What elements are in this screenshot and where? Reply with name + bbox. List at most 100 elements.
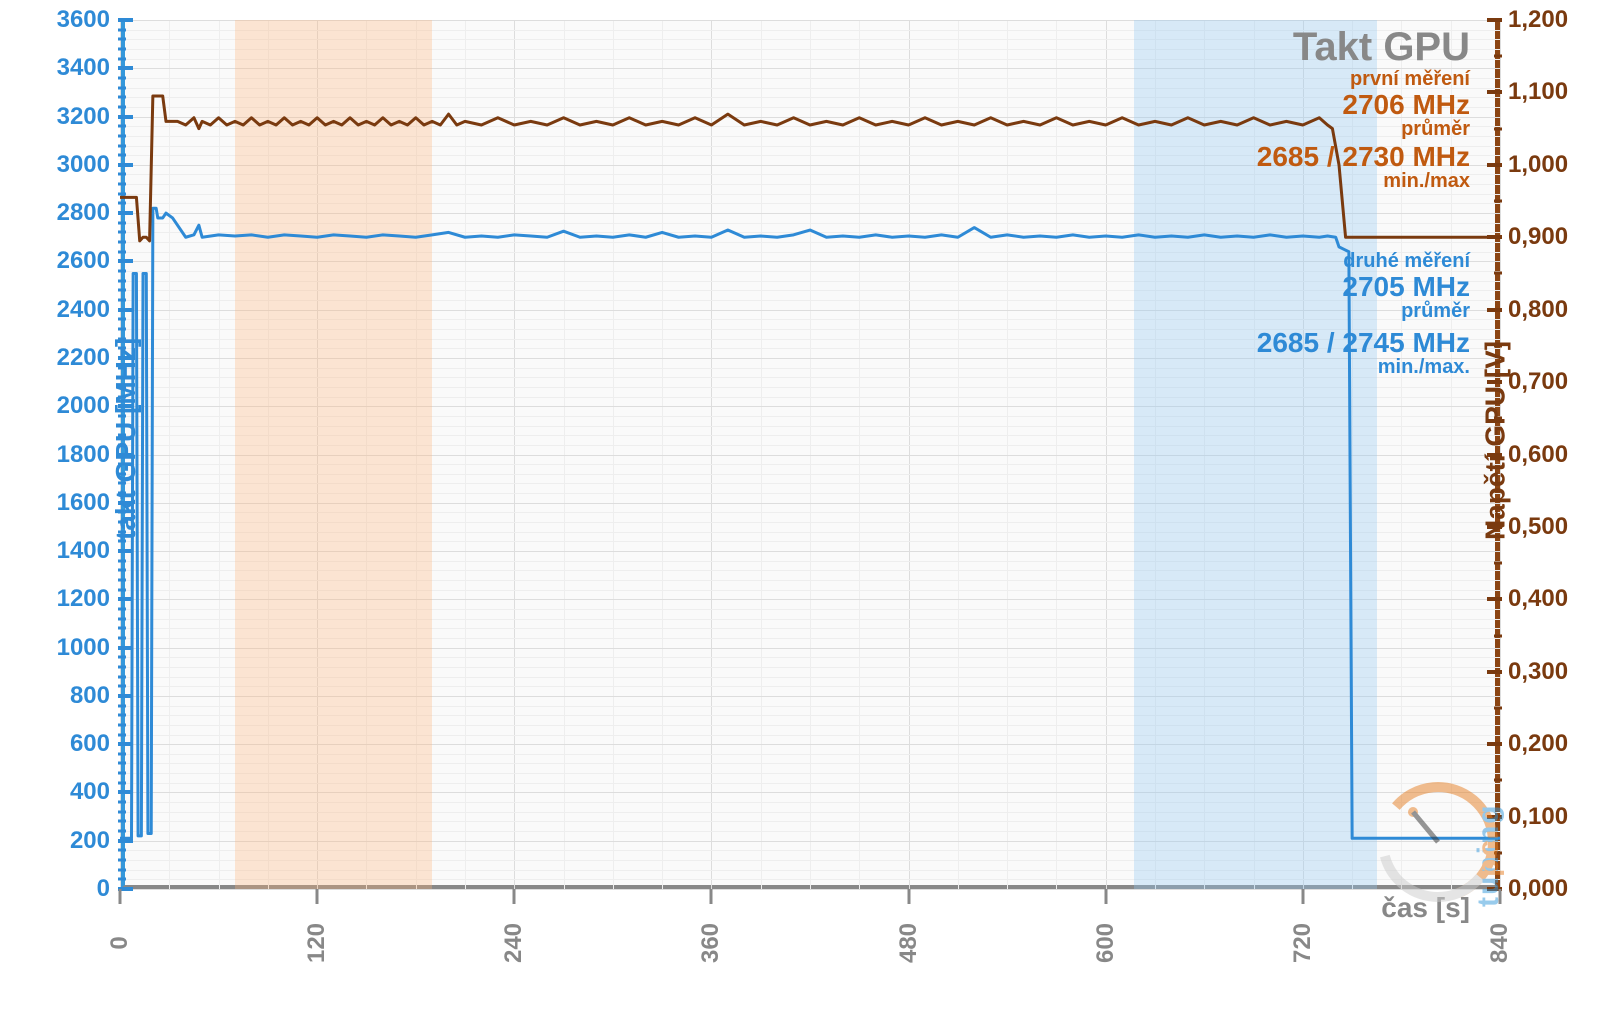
y2-tick-minor xyxy=(1494,634,1502,637)
y1-tick-label: 600 xyxy=(50,730,110,758)
measure1-label: první měření xyxy=(1257,68,1470,90)
y1-tick-minor xyxy=(118,57,126,60)
x-tick xyxy=(710,889,713,904)
x-tick xyxy=(513,889,516,904)
y1-tick-label: 2000 xyxy=(50,392,110,420)
x-tick-label: 600 xyxy=(1092,923,1120,963)
y1-tick-minor xyxy=(118,878,126,881)
y1-tick-minor xyxy=(118,772,126,775)
y1-tick-minor xyxy=(118,327,126,330)
y1-tick-minor xyxy=(118,617,126,620)
y1-tick-minor xyxy=(118,231,126,234)
y1-tick-minor xyxy=(118,704,126,707)
y1-tick xyxy=(118,742,133,746)
y1-tick xyxy=(118,115,133,119)
y1-tick-minor xyxy=(118,540,126,543)
y1-tick-minor xyxy=(118,38,126,41)
x-tick-label: 0 xyxy=(106,936,134,949)
y1-tick-label: 3600 xyxy=(50,6,110,34)
y1-tick-minor xyxy=(118,636,126,639)
y1-tick-minor xyxy=(118,134,126,137)
x-tick-label: 120 xyxy=(303,923,331,963)
y1-tick-label: 0 xyxy=(50,875,110,903)
y1-tick-label: 2800 xyxy=(50,199,110,227)
x-tick xyxy=(1104,889,1107,904)
gridline-h xyxy=(120,889,1500,890)
x-tick xyxy=(119,889,122,904)
y1-tick-minor xyxy=(118,221,126,224)
y2-tick xyxy=(1487,90,1502,94)
x-tick-label: 480 xyxy=(895,923,923,963)
y1-axis-title: takt GPU [MHz] xyxy=(110,338,142,540)
y1-tick-minor xyxy=(118,28,126,31)
y1-tick-label: 1200 xyxy=(50,585,110,613)
y2-tick-label: 1,200 xyxy=(1508,6,1578,34)
y1-tick-minor xyxy=(118,86,126,89)
measure2-label: druhé měření xyxy=(1257,250,1470,272)
y1-tick-label: 2200 xyxy=(50,344,110,372)
y1-tick-minor xyxy=(118,859,126,862)
y2-tick-label: 0,800 xyxy=(1508,296,1578,324)
x-tick xyxy=(907,889,910,904)
y1-tick-minor xyxy=(118,569,126,572)
x-tick-label: 720 xyxy=(1289,923,1317,963)
y1-tick-minor xyxy=(118,202,126,205)
y1-tick-minor xyxy=(118,801,126,804)
measure1-avg: 2706 MHz xyxy=(1257,90,1470,121)
y1-tick-minor xyxy=(118,733,126,736)
y1-tick-minor xyxy=(118,105,126,108)
y1-tick-label: 200 xyxy=(50,827,110,855)
y1-tick-minor xyxy=(118,868,126,871)
x-tick-label: 240 xyxy=(500,923,528,963)
y1-tick-minor xyxy=(118,279,126,282)
y1-tick-label: 800 xyxy=(50,682,110,710)
y1-tick-minor xyxy=(118,607,126,610)
y1-tick xyxy=(118,839,133,843)
y1-tick-minor xyxy=(118,241,126,244)
y1-tick-minor xyxy=(118,47,126,50)
y1-tick-minor xyxy=(118,76,126,79)
measure2-minmax: 2685 / 2745 MHz xyxy=(1257,328,1470,359)
y1-tick-minor xyxy=(118,752,126,755)
y1-tick-minor xyxy=(118,675,126,678)
measure2-avg: 2705 MHz xyxy=(1257,272,1470,303)
y1-tick-label: 2400 xyxy=(50,296,110,324)
y2-tick-minor xyxy=(1494,562,1502,565)
y1-tick-label: 3400 xyxy=(50,54,110,82)
y2-tick-label: 1,100 xyxy=(1508,78,1578,106)
measure2-avg-sub: průměr xyxy=(1257,300,1470,322)
y1-tick-minor xyxy=(118,96,126,99)
y1-tick-minor xyxy=(118,192,126,195)
y1-tick-minor xyxy=(118,250,126,253)
watermark-icon: tuning pc xyxy=(1368,752,1528,917)
y1-tick xyxy=(118,163,133,167)
y2-tick-minor xyxy=(1494,706,1502,709)
y1-tick-label: 2600 xyxy=(50,247,110,275)
measure1-minmax-sub: min./max xyxy=(1257,170,1470,192)
y1-tick-minor xyxy=(118,665,126,668)
y1-tick-label: 400 xyxy=(50,778,110,806)
y2-tick-label: 0,300 xyxy=(1508,658,1578,686)
annotation-measure2: druhé měření 2705 MHz průměr 2685 / 2745… xyxy=(1257,250,1470,378)
x-tick xyxy=(1301,889,1304,904)
y2-tick xyxy=(1487,597,1502,601)
y2-tick-label: 0,400 xyxy=(1508,585,1578,613)
y1-tick-label: 1000 xyxy=(50,634,110,662)
svg-text:pc: pc xyxy=(1472,838,1505,877)
y1-tick-minor xyxy=(118,685,126,688)
y2-tick-label: 1,000 xyxy=(1508,151,1578,179)
y1-tick-minor xyxy=(118,270,126,273)
y2-tick xyxy=(1487,18,1502,22)
y1-tick-minor xyxy=(118,849,126,852)
y2-tick xyxy=(1487,308,1502,312)
x-tick-label: 840 xyxy=(1486,923,1514,963)
y1-tick-label: 1800 xyxy=(50,441,110,469)
y1-tick-minor xyxy=(118,154,126,157)
y1-tick-minor xyxy=(118,318,126,321)
y2-tick-label: 0,600 xyxy=(1508,441,1578,469)
y1-tick-minor xyxy=(118,299,126,302)
x-tick-label: 360 xyxy=(697,923,725,963)
y2-tick-label: 0,700 xyxy=(1508,368,1578,396)
y1-tick-minor xyxy=(118,830,126,833)
chart-title: Takt GPU xyxy=(1293,25,1470,70)
